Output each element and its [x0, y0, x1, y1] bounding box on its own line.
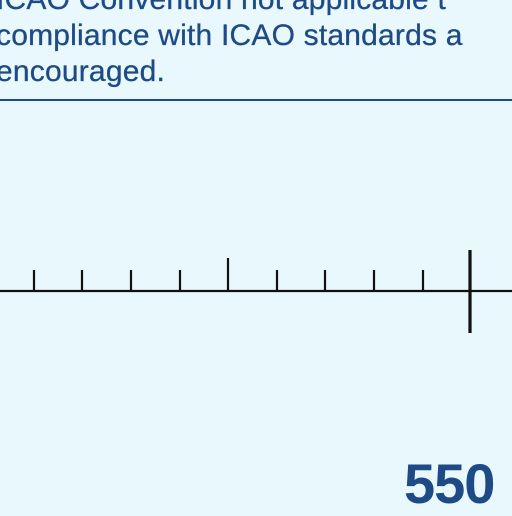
chart-note-line-1: ICAO Convention not applicable t: [0, 0, 512, 18]
note-divider-line: [0, 99, 512, 101]
chart-note-line-3: encouraged.: [0, 55, 166, 88]
scale-ticks: [32, 258, 425, 291]
chart-note-line-2: compliance with ICAO standards a: [0, 19, 463, 52]
scale-distance-label: 550: [404, 452, 495, 515]
chart-note: ICAO Convention not applicable t complia…: [0, 0, 512, 90]
